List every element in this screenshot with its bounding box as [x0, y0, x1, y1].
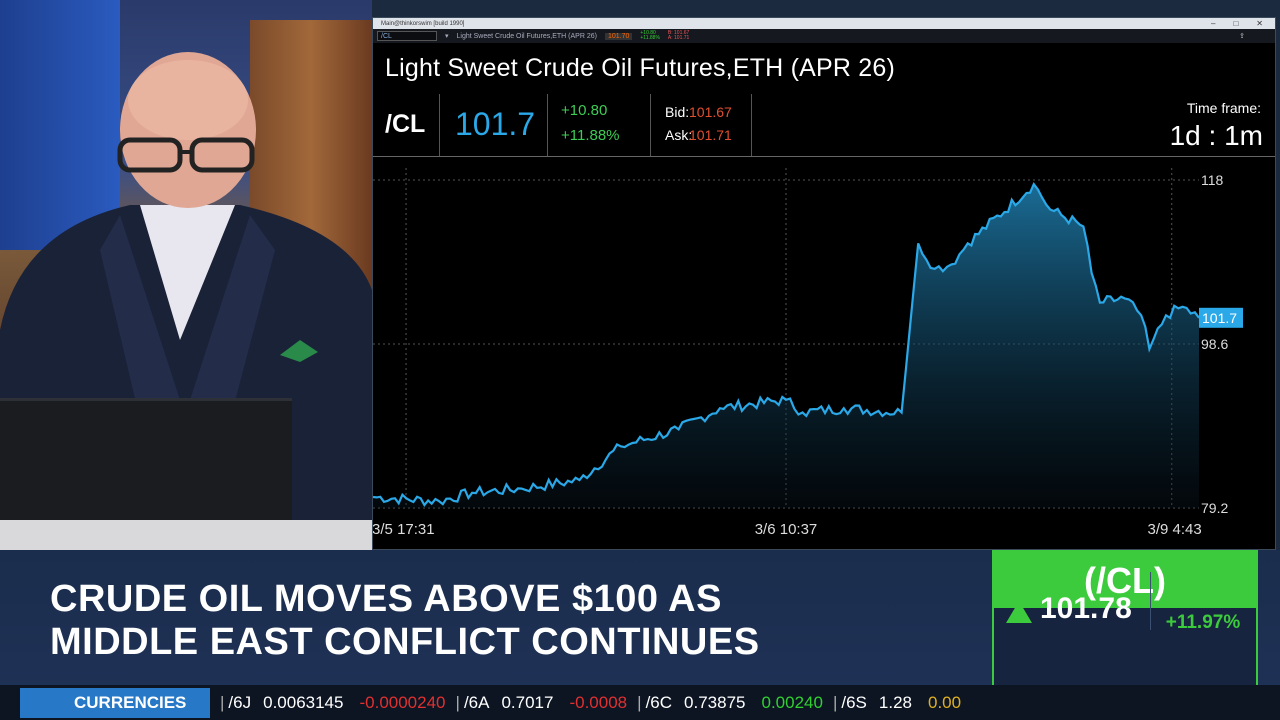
price-line — [373, 182, 1200, 507]
price-area — [373, 184, 1199, 508]
quote-box-price: 101.78 — [1040, 592, 1132, 625]
ticker-change: -0.0008 — [569, 692, 628, 712]
percent-change: +11.88% — [561, 127, 620, 144]
studio-background — [0, 0, 372, 550]
maximize-icon[interactable]: □ — [1233, 19, 1239, 28]
toolbar-last-price: 101.70 — [604, 32, 633, 40]
ask-label: Ask: — [665, 127, 693, 143]
last-price-marker: 101.7 — [1199, 307, 1243, 328]
ticker-price: 0.73875 — [684, 692, 746, 712]
toolbar-ask: A: 101.71 — [667, 35, 690, 41]
quote-box: (/CL) 101.78 10.88 +11.97% — [992, 550, 1258, 687]
last-price-marker-label: 101.7 — [1202, 310, 1237, 326]
ticker-change: -0.0000240 — [359, 692, 446, 712]
bid-value: 101.67 — [689, 104, 732, 120]
window-controls: – □ ✕ — [1211, 19, 1275, 28]
ticker-category: CURRENCIES — [20, 687, 210, 718]
minimize-icon[interactable]: – — [1211, 19, 1216, 28]
y-tick-label: 98.6 — [1201, 336, 1228, 352]
x-tick-label: 3/9 4:43 — [1148, 521, 1202, 538]
y-tick-label: 118 — [1201, 172, 1224, 188]
instrument-title: Light Sweet Crude Oil Futures,ETH (APR 2… — [385, 54, 895, 82]
headline-line-2: MIDDLE EAST CONFLICT CONTINUES — [50, 621, 760, 663]
x-axis: 3/5 17:31 3/6 10:37 3/9 4:43 — [373, 521, 1202, 538]
symbol-input[interactable]: /CL — [377, 31, 437, 41]
studio-wall-panel — [0, 0, 120, 250]
quote-box-percent: +11.97% — [1165, 612, 1241, 633]
desk — [0, 520, 372, 550]
last-price-marker-box — [1199, 307, 1243, 328]
ticker-symbol: /6C — [645, 692, 673, 712]
window-title: Main@thinkorswim [build 1990] — [381, 20, 465, 27]
last-price: 101.7 — [455, 106, 536, 142]
bid-label: Bid: — [665, 104, 690, 120]
quote-header: /CL 101.7 +10.80 +11.88% Bid: Ask: 101.6… — [373, 94, 1275, 156]
ticker-separator: | — [455, 692, 460, 712]
timeframe-label: Time frame: — [1186, 100, 1261, 116]
quote-box-divider — [1150, 572, 1151, 630]
header-divider — [373, 156, 1275, 157]
ticker-change: 0.00240 — [761, 692, 823, 712]
timeframe-value[interactable]: 1d : 1m — [1169, 120, 1263, 151]
y-tick-label: 79.2 — [1201, 500, 1228, 516]
symbol-cell — [373, 94, 440, 156]
ticker-price: 0.0063145 — [263, 692, 344, 712]
ticker-symbol: /6S — [841, 692, 867, 712]
last-cell — [440, 94, 548, 156]
x-tick-label: 3/5 17:31 — [373, 521, 435, 538]
price-chart[interactable]: 118 98.6 79.2 3/5 17:31 3/6 10:37 3/9 4:43 1… — [373, 158, 1275, 550]
toolbar-bidask-group: B: 101.67 A: 101.71 — [668, 31, 689, 41]
toolbar-change-group: +10.80 +11.88% — [640, 31, 660, 41]
headline: CRUDE OIL MOVES ABOVE $100 AS MIDDLE EAS… — [50, 578, 760, 664]
ticker-change: 0.00 — [927, 692, 962, 712]
ticker-items: |/6J 0.0063145 -0.0000240 |/6A 0.7017 -0.0008… — [210, 693, 967, 713]
ticker-symbol: /6J — [228, 692, 252, 712]
x-tick-label: 3/6 10:37 — [755, 521, 818, 538]
quote-box-symbol: (/CL) — [994, 552, 1256, 608]
symbol-label: /CL — [385, 110, 426, 138]
ticker-price: 0.7017 — [501, 692, 554, 712]
quote-box-change: 10.88 — [1179, 589, 1227, 610]
ticker-bar: CURRENCIES |/6J 0.0063145 -0.0000240 |/6A 0.… — [0, 685, 1280, 720]
bidask-cell — [651, 94, 752, 156]
ticker-separator: | — [637, 692, 642, 712]
headline-line-1: CRUDE OIL MOVES ABOVE $100 AS — [50, 578, 722, 620]
toolbar-pct-change: +11.88% — [640, 35, 660, 41]
ticker-price: 1.28 — [878, 692, 912, 712]
window-title-bar: Main@thinkorswim [build 1990] – □ ✕ — [373, 18, 1275, 29]
toolbar-description: Light Sweet Crude Oil Futures,ETH (APR 2… — [456, 32, 597, 40]
trading-platform-window: Main@thinkorswim [build 1990] – □ ✕ /CL … — [372, 17, 1276, 550]
ticker-symbol: /6A — [463, 692, 490, 712]
news-anchor — [0, 52, 372, 550]
y-axis: 118 98.6 79.2 — [1201, 172, 1228, 516]
ticker-separator: | — [220, 692, 225, 712]
symbol-dropdown-icon[interactable]: ▾ — [445, 33, 449, 40]
toolbar-net-change: +10.80 — [640, 30, 656, 36]
ask-value: 101.71 — [689, 127, 732, 143]
share-icon[interactable]: ⇪ — [1239, 33, 1245, 40]
toolbar-bid: B: 101.67 — [667, 30, 690, 36]
net-change: +10.80 — [561, 102, 608, 119]
quote-toolbar: /CL ▾ Light Sweet Crude Oil Futures,ETH … — [373, 29, 1275, 43]
ticker-separator: | — [832, 692, 838, 712]
close-icon[interactable]: ✕ — [1256, 19, 1263, 28]
change-cell — [548, 94, 651, 156]
up-arrow-icon — [1006, 601, 1032, 623]
